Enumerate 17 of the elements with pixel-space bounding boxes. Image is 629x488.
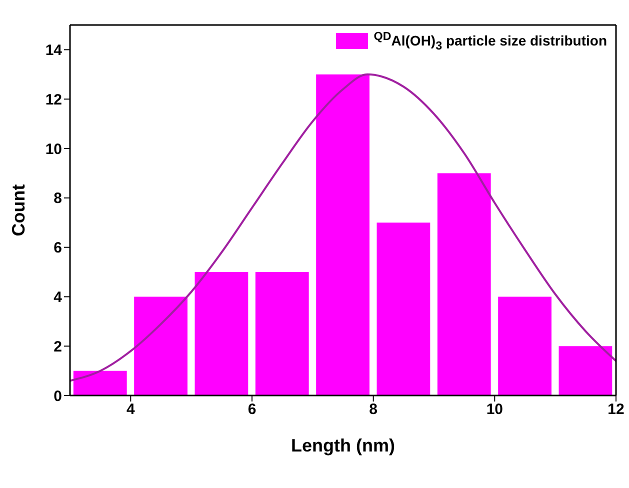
x-tick-label: 4: [126, 401, 136, 418]
y-tick-label: 0: [54, 388, 62, 405]
y-tick-label: 2: [54, 338, 62, 356]
y-tick-label: 10: [45, 140, 62, 158]
y-tick-label: 8: [54, 190, 62, 208]
y-tick-label: 4: [54, 289, 63, 306]
y-axis-title: Count: [8, 184, 28, 236]
legend-label: $^{QD}$Al(OH)$_{3}$ particle size distribution: [374, 30, 607, 52]
line-series: [70, 73, 616, 382]
x-tick-label: 6: [248, 401, 256, 418]
x-axis-title: Length (nm): [291, 436, 395, 456]
x-tick-label: 8: [369, 401, 378, 418]
x-tick-label: 10: [486, 401, 504, 418]
x-tick-label: 12: [608, 401, 624, 418]
y-tick-label: 14: [45, 42, 63, 60]
y-tick-label: 6: [54, 240, 62, 257]
y-tick-label: 12: [45, 91, 62, 108]
